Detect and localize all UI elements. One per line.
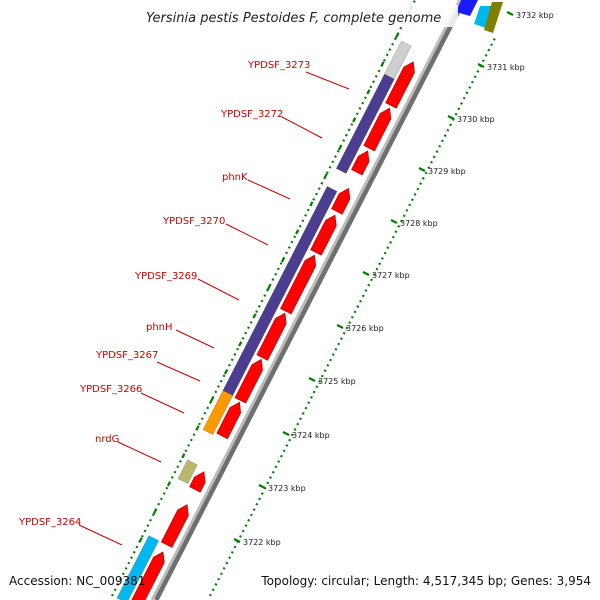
gene-label-leader	[156, 361, 201, 382]
major-tick	[380, 61, 385, 67]
kbp-tick	[362, 271, 370, 276]
cds-arrow-ypdsf-3273	[363, 107, 392, 152]
kbp-label: 3723 kbp	[268, 484, 306, 493]
major-tick	[166, 481, 172, 487]
kbp-label: 3729 kbp	[428, 167, 466, 176]
gene-label-leader	[281, 116, 323, 139]
major-tick	[295, 229, 300, 235]
major-tick	[152, 509, 157, 515]
cds-arrow-ypdsf-3272	[351, 150, 370, 176]
kbp-label: 3730 kbp	[457, 115, 495, 124]
kbp-tick	[447, 115, 455, 120]
kbp-tick	[506, 11, 514, 16]
kbp-tick	[233, 538, 241, 543]
gene-label-layer: YPDSF_3273 YPDSF_3272 phnK YPDSF_3270 YPDSF_…	[18, 60, 350, 546]
kbp-tick	[258, 484, 266, 489]
kbp-label: 3731 kbp	[487, 63, 525, 72]
gene-label-leader	[117, 441, 162, 463]
gene-layer	[116, 0, 503, 600]
cds-arrow-ypdsf-3267	[234, 358, 263, 404]
gene-label: nrdG	[95, 434, 119, 445]
backbone-layer	[150, 0, 467, 600]
cds-arrow-ypdsf-3270	[310, 214, 337, 256]
gene-block-blue-top	[456, 0, 478, 16]
major-tick	[309, 201, 314, 207]
major-tick	[252, 313, 257, 319]
topology-text: Topology: circular; Length: 4,517,345 bp…	[261, 574, 591, 588]
major-tick	[223, 369, 229, 375]
kbp-tick	[282, 431, 290, 436]
cds-arrow-ypdsf-3266	[216, 401, 242, 440]
gene-label-leader	[225, 223, 269, 246]
kbp-label: 3724 kbp	[292, 431, 330, 440]
gene-label: phnH	[146, 322, 173, 333]
major-tick	[266, 285, 271, 291]
kbp-label: 3726 kbp	[346, 324, 384, 333]
gene-label: YPDSF_3273	[247, 60, 310, 71]
cds-arrow-top	[385, 61, 415, 109]
cds-arrow-ypdsf-3264	[131, 551, 165, 600]
gene-label-leader	[140, 392, 185, 414]
kbp-label: 3728 kbp	[400, 219, 438, 228]
gene-label-leader	[247, 179, 291, 200]
gene-label-leader	[305, 71, 350, 90]
kbp-tick	[308, 377, 316, 382]
major-tick	[181, 453, 186, 459]
gene-label: YPDSF_3270	[162, 216, 225, 227]
cds-arrow-ypdsf-3269	[280, 254, 317, 315]
kbp-label: 3725 kbp	[318, 377, 356, 386]
major-tick	[337, 145, 342, 151]
kbp-tick	[418, 167, 426, 172]
major-tick	[352, 117, 357, 123]
cds-arrow-nrdG	[189, 471, 206, 493]
gene-block-olive-top	[484, 2, 503, 33]
title-backdrop	[140, 5, 458, 27]
major-tick	[238, 341, 243, 347]
gene-label: phnK	[222, 172, 248, 183]
gene-block-grey-top	[384, 40, 412, 80]
cds-arrow-3265	[160, 504, 189, 548]
map-title: Yersinia pestis Pestoides F, complete ge…	[146, 11, 441, 26]
major-tick	[366, 89, 371, 95]
gene-block-ypdsf-3264	[116, 535, 160, 600]
kbp-label: 3727 kbp	[372, 271, 410, 280]
kbp-label: 3722 kbp	[243, 538, 281, 547]
major-tick	[323, 173, 328, 179]
gene-block-ypdsf-3267-to-3270	[222, 185, 338, 396]
kbp-label-layer: 3732 kbp 3731 kbp 3730 kbp 3729 kbp 3728 kbp…	[233, 11, 554, 547]
gene-label: YPDSF_3269	[134, 271, 197, 282]
tick-layer	[111, 0, 497, 597]
major-tick	[195, 425, 200, 431]
kbp-label: 3732 kbp	[516, 11, 554, 20]
backbone-shadow	[153, 0, 467, 600]
kbp-tick	[477, 63, 485, 68]
major-tick	[394, 33, 399, 39]
gene-label: YPDSF_3264	[18, 517, 81, 528]
gene-label: YPDSF_3266	[79, 384, 142, 395]
gene-label: YPDSF_3272	[220, 109, 283, 120]
cds-arrow-phnK	[331, 187, 351, 215]
gene-label-leader	[175, 329, 215, 349]
kbp-tick	[336, 324, 344, 329]
gene-label-leader	[78, 524, 123, 546]
gene-block-nrdG	[177, 459, 198, 485]
major-tick	[280, 257, 286, 263]
gene-label-leader	[197, 278, 240, 301]
backbone-ring	[150, 0, 462, 600]
kbp-tick	[390, 219, 398, 224]
major-tick	[209, 397, 214, 403]
gene-label: YPDSF_3267	[95, 350, 158, 361]
accession-text: Accession: NC_009381	[9, 574, 146, 588]
major-tick	[138, 537, 143, 543]
cds-arrow-phnH	[256, 312, 287, 361]
